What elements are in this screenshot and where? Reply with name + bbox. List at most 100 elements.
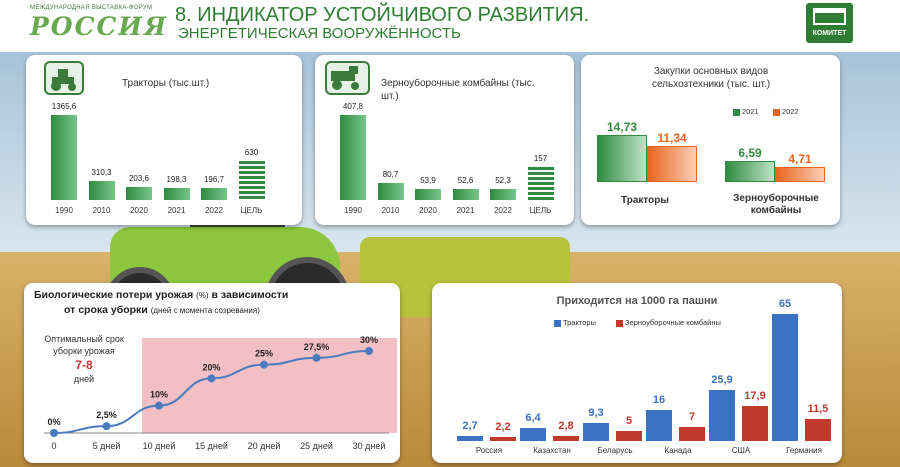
title-part: от срока уборки bbox=[64, 304, 148, 316]
data-point bbox=[155, 401, 163, 410]
tick-label: 25 дней bbox=[300, 441, 333, 451]
bar bbox=[88, 180, 115, 200]
data-label: 17,9 bbox=[744, 390, 766, 403]
chart-title: Зерноуборочные комбайны (тыс. шт.) bbox=[381, 78, 535, 102]
data-label: 11,5 bbox=[807, 402, 829, 415]
data-label: 203,6 bbox=[128, 174, 150, 184]
tick-label: 5 дней bbox=[93, 441, 121, 451]
bar-tractors bbox=[709, 390, 735, 441]
bar-combines bbox=[742, 406, 768, 441]
data-label: 53,9 bbox=[420, 175, 436, 185]
tick-label: 2022 bbox=[205, 206, 223, 215]
bar-2021 bbox=[597, 135, 647, 182]
data-label: 198,3 bbox=[166, 174, 187, 184]
annotation-unit: дней bbox=[73, 374, 95, 384]
data-label: 80,7 bbox=[382, 170, 399, 180]
tick-label: 2010 bbox=[381, 206, 400, 215]
data-label: 157 bbox=[533, 154, 548, 164]
data-label: 6,59 bbox=[738, 145, 762, 160]
title-unit: (%) bbox=[196, 291, 209, 300]
bar bbox=[377, 183, 404, 200]
annotation-line: Оптимальный срок bbox=[44, 334, 124, 344]
losses-chart-panel: Биологические потери урожая (%) в зависи… bbox=[24, 283, 400, 463]
data-label: 1365,6 bbox=[51, 102, 77, 111]
tick-label: 20 дней bbox=[248, 441, 281, 451]
data-label: 16 bbox=[652, 393, 666, 406]
data-label: 2,7 bbox=[462, 419, 478, 432]
goal-bar bbox=[238, 160, 265, 200]
legend-label: Тракторы bbox=[563, 318, 596, 327]
bar bbox=[452, 189, 479, 200]
bar-2021 bbox=[725, 160, 775, 182]
bar bbox=[490, 189, 516, 200]
bar bbox=[415, 188, 441, 200]
legend-label: Зерноуборочные комбайны bbox=[625, 318, 721, 327]
bar-combines bbox=[553, 435, 579, 441]
losses-line-chart: 0% 0 2,5% 5 дней 10% 10 дней 20% 15 дней 25% 20 д… bbox=[44, 335, 389, 451]
bar bbox=[163, 187, 190, 200]
bar-tractors bbox=[772, 314, 798, 441]
tick-label: 0 bbox=[51, 441, 56, 451]
bar-tractors bbox=[583, 422, 609, 441]
data-label: 407,8 bbox=[342, 102, 364, 111]
tick-label: 2022 bbox=[494, 206, 512, 215]
tick-label: 1990 bbox=[55, 206, 73, 215]
bar bbox=[340, 115, 366, 200]
bar-combines bbox=[616, 431, 642, 441]
committee-label: КОМИТЕТ bbox=[812, 30, 847, 37]
data-label: 2,8 bbox=[558, 419, 574, 432]
combine-icon bbox=[325, 61, 370, 95]
tick-label: 30 дней bbox=[353, 441, 386, 451]
category-label: Казахстан bbox=[533, 446, 571, 455]
bar-tractors bbox=[520, 428, 546, 441]
legend-combines: Зерноуборочные комбайны bbox=[616, 318, 721, 327]
data-point bbox=[312, 353, 321, 362]
annotation-line: уборки урожая bbox=[53, 346, 115, 356]
data-label: 14,73 bbox=[606, 120, 638, 134]
bar bbox=[51, 115, 77, 200]
tick-label: 2020 bbox=[130, 206, 148, 215]
data-label: 2,2 bbox=[495, 420, 511, 433]
data-label: 5 bbox=[625, 415, 633, 428]
data-label: 9,3 bbox=[588, 406, 604, 419]
category-label: Россия bbox=[475, 446, 503, 455]
data-label: 27,5% bbox=[304, 342, 330, 352]
data-point bbox=[207, 374, 216, 383]
chart-title: Закупки основных видов сельхозтехники (т… bbox=[651, 66, 771, 90]
data-label: 2,5% bbox=[96, 410, 117, 420]
optimal-annotation: Оптимальный срок уборки урожая 7-8 дней bbox=[29, 333, 139, 385]
title-note: (дней с момента созревания) bbox=[150, 306, 260, 315]
tick-label: 2010 bbox=[92, 206, 111, 215]
tick-label: 15 дней bbox=[195, 441, 228, 451]
combines-chart-panel: Зерноуборочные комбайны (тыс. шт.) 407,8… bbox=[315, 55, 574, 225]
bar-2022 bbox=[647, 145, 697, 182]
tick-label: 2021 bbox=[167, 206, 186, 215]
data-label: 7 bbox=[688, 411, 696, 424]
bar-tractors bbox=[457, 435, 483, 441]
bar bbox=[126, 187, 152, 200]
data-label: 20% bbox=[202, 362, 220, 372]
title-part: Биологические потери урожая bbox=[34, 289, 194, 301]
bar-2022 bbox=[775, 166, 825, 182]
tick-label: 1990 bbox=[344, 206, 362, 215]
legend-2021: 2021 bbox=[733, 107, 759, 116]
goal-bar bbox=[527, 167, 554, 200]
data-label: 310,3 bbox=[91, 167, 112, 177]
chart-title: Тракторы (тыс.шт.) bbox=[122, 78, 210, 89]
data-label: 4,71 bbox=[788, 151, 812, 166]
logo: РОССИЯ bbox=[30, 12, 169, 41]
legend-2022: 2022 bbox=[773, 107, 799, 116]
legend-label: 2021 bbox=[742, 107, 759, 116]
legend-label: 2022 bbox=[782, 107, 799, 116]
data-point bbox=[260, 360, 268, 369]
category-label: Зерноуборочные комбайны bbox=[733, 193, 819, 216]
category-label: США bbox=[731, 446, 751, 455]
page-title: 8. ИНДИКАТОР УСТОЙЧИВОГО РАЗВИТИЯ. bbox=[175, 4, 590, 26]
data-label: 52,3 bbox=[495, 176, 511, 186]
bar-combines bbox=[490, 436, 516, 441]
data-label: 6,4 bbox=[525, 412, 541, 425]
category-label: Тракторы bbox=[621, 195, 669, 206]
loss-zone-band bbox=[142, 338, 397, 433]
tick-label: 10 дней bbox=[143, 441, 176, 451]
chart-title: Биологические потери урожая (%) в зависи… bbox=[34, 289, 288, 301]
